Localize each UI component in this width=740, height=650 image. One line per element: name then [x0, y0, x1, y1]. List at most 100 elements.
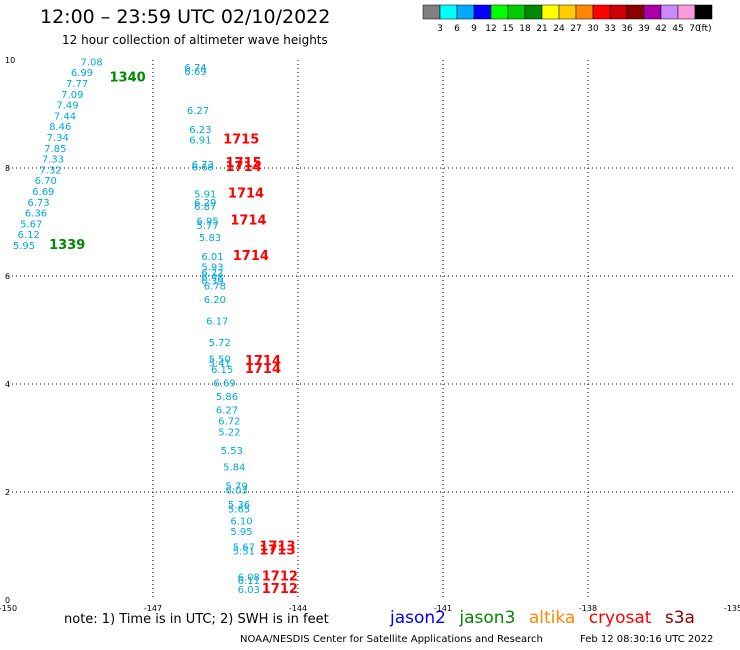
swh-value-label: 6.69 — [213, 379, 235, 390]
swh-value-label: 5.83 — [199, 233, 221, 244]
swh-value-label: 6.11 — [238, 576, 260, 587]
colorbar-tick-label: 9 — [471, 24, 477, 34]
swh-value-label: 5.36 — [228, 500, 250, 511]
x-tick-label: -135 — [724, 604, 740, 613]
colorbar-tick-label: 30 — [587, 24, 599, 34]
y-tick-label: 10 — [5, 56, 15, 65]
swh-value-label: 5.50 — [209, 354, 231, 365]
swh-value-label: 6.70 — [35, 176, 57, 187]
colorbar-unit-label: (ft) — [698, 24, 712, 34]
swh-value-label: 5.95 — [13, 241, 35, 252]
pass-time-label: 1713 — [259, 544, 295, 559]
swh-value-label: 5.86 — [216, 392, 238, 403]
swh-value-label: 6.68 — [192, 163, 214, 174]
swh-value-label: 6.27 — [187, 106, 209, 117]
swh-value-label: 7.08 — [81, 57, 103, 68]
pass-time-label: 1712 — [262, 582, 298, 597]
colorbar-tick-label: 18 — [519, 24, 531, 34]
colorbar-tick-label: 15 — [502, 24, 513, 34]
x-tick-label: -150 — [0, 604, 17, 613]
swh-value-label: 6.69 — [184, 67, 206, 78]
swh-value-label: 6.95 — [197, 217, 219, 228]
colorbar-tick-label: 70 — [689, 24, 701, 34]
swh-value-label: 6.03 — [238, 585, 260, 596]
swh-value-label: 5.22 — [218, 427, 240, 438]
swh-value-label: 6.29 — [194, 198, 216, 209]
x-tick-label: -144 — [289, 604, 307, 613]
y-tick-label: 8 — [5, 164, 10, 173]
x-tick-label: -138 — [579, 604, 597, 613]
swh-value-label: 6.08 — [238, 573, 260, 584]
swh-value-label: 5.91 — [194, 190, 216, 201]
swh-value-label: 6.23 — [189, 125, 211, 136]
pass-time-label: 1715 — [223, 133, 259, 148]
swh-value-label: 6.17 — [206, 317, 228, 328]
swh-value-label: 6.10 — [230, 516, 252, 527]
swh-value-label: 6.69 — [32, 187, 54, 198]
swh-value-label: 5.67 — [20, 219, 42, 230]
swh-value-label: 6.87 — [194, 202, 216, 213]
swh-value-label: 6.91 — [189, 136, 211, 147]
colorbar: 3 6 9 12 15 18 21 24 27 30 33 36 39 42 45 70(ft) — [422, 4, 713, 34]
y-tick-label: 6 — [5, 272, 10, 281]
colorbar-tick-label: 6 — [454, 24, 460, 34]
swh-value-label: 5.93 — [201, 263, 223, 274]
swh-value-label: 6.27 — [216, 406, 238, 417]
swh-value-label: 5.53 — [221, 446, 243, 457]
swh-value-label: 7.44 — [54, 111, 76, 122]
legend-jason2: jason2 — [390, 608, 446, 628]
colorbar-tick-label: 42 — [655, 24, 666, 34]
chart-subtitle: 12 hour collection of altimeter wave hei… — [62, 33, 328, 47]
colorbar-tick-label: 12 — [485, 24, 496, 34]
pass-time-label: 1714 — [233, 249, 269, 264]
colorbar-tick-label: 36 — [621, 24, 633, 34]
y-tick-label: 0 — [5, 596, 10, 605]
swh-value-label: 5.67 — [233, 542, 255, 553]
legend-altika: altika — [528, 608, 576, 628]
satellite-legend: jason2 jason3 altika cryosat s3a — [390, 608, 703, 628]
swh-value-label: 6.74 — [184, 63, 206, 74]
swh-value-label: 6.22 — [201, 268, 223, 279]
pass-time-label: 1715 — [226, 156, 262, 171]
pass-time-label: 1714 — [245, 354, 281, 369]
colorbar-swatch — [694, 4, 713, 20]
swh-value-label: 7.77 — [66, 79, 88, 90]
legend-jason3: jason3 — [459, 608, 516, 628]
chart-title: 12:00 – 23:59 UTC 02/10/2022 — [40, 6, 331, 28]
swh-value-label: 5.95 — [230, 527, 252, 538]
swh-value-label: 6.39 — [201, 277, 223, 288]
swh-value-label: 7.09 — [61, 90, 83, 101]
swh-value-label: 7.49 — [56, 101, 78, 112]
swh-value-label: 6.20 — [204, 295, 226, 306]
x-tick-label: -147 — [144, 604, 162, 613]
swh-value-label: 7.85 — [44, 144, 66, 155]
pass-time-label: 1339 — [49, 238, 85, 253]
swh-value-label: 6.36 — [25, 209, 47, 220]
swh-value-label: 6.78 — [204, 282, 226, 293]
pass-time-label: 1713 — [259, 539, 295, 554]
legend-cryosat: cryosat — [588, 608, 652, 628]
swh-value-label: 5.77 — [197, 221, 219, 232]
swh-value-label: 5.65 — [228, 505, 250, 516]
swh-value-label: 6.73 — [192, 160, 214, 171]
pass-time-label: 1714 — [226, 160, 262, 175]
swh-value-label: 6.01 — [201, 252, 223, 263]
swh-value-label: 6.12 — [18, 230, 40, 241]
colorbar-tick-label: 33 — [604, 24, 615, 34]
pass-time-label: 1714 — [230, 214, 266, 229]
pass-time-label: 1340 — [110, 71, 146, 86]
y-tick-label: 2 — [5, 488, 10, 497]
colorbar-tick-label: 45 — [672, 24, 683, 34]
pass-time-label: 1714 — [245, 362, 281, 377]
pass-time-label: 1712 — [262, 570, 298, 585]
y-tick-label: 4 — [5, 380, 10, 389]
swh-value-label: 7.32 — [39, 165, 61, 176]
swh-value-label: 5.79 — [226, 481, 248, 492]
colorbar-tick-label: 21 — [536, 24, 547, 34]
swh-value-label: 6.03 — [226, 486, 248, 497]
colorbar-tick-label: 24 — [553, 24, 565, 34]
swh-value-label: 5.72 — [209, 338, 231, 349]
credit-text: NOAA/NESDIS Center for Satellite Applica… — [240, 634, 543, 645]
swh-value-label: 8.46 — [49, 122, 71, 133]
